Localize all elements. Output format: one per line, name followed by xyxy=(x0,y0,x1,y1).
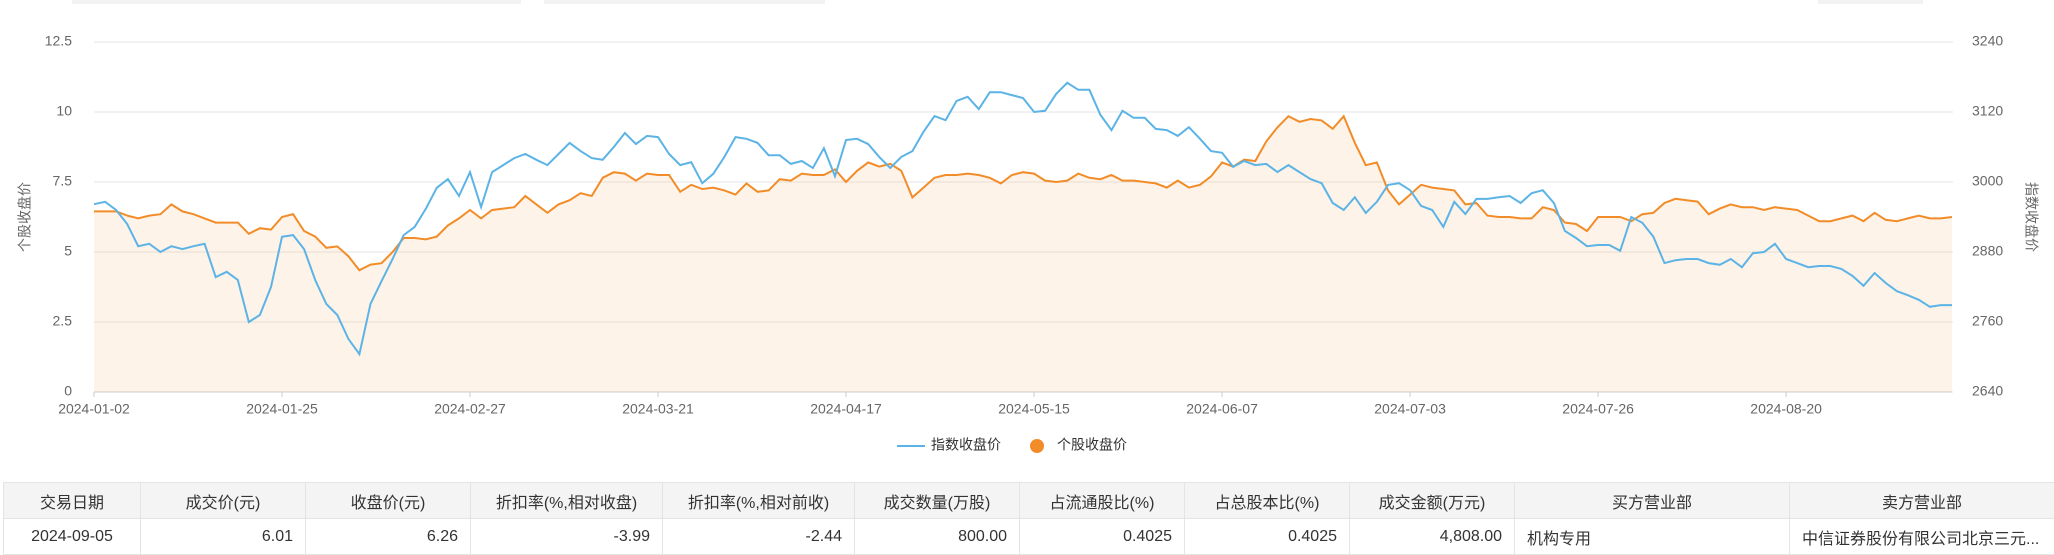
line xyxy=(94,114,1953,272)
column-header: 折扣率(%,相对收盘) xyxy=(470,482,663,519)
column-header: 交易日期 xyxy=(3,482,141,519)
table-cell: -3.99 xyxy=(470,518,663,555)
column-header: 买方营业部 xyxy=(1514,482,1790,519)
y-tick-label: 5 xyxy=(64,243,72,259)
x-tick-label: 2024-01-25 xyxy=(246,401,318,417)
table-cell: 6.01 xyxy=(140,518,306,555)
x-tick-label: 2024-02-27 xyxy=(434,401,506,417)
table-cell: -2.44 xyxy=(662,518,855,555)
y-tick-label: 7.5 xyxy=(53,173,73,189)
tab xyxy=(544,0,825,4)
x-tick-label: 2024-01-02 xyxy=(58,401,130,417)
x-tick-label: 2024-03-21 xyxy=(622,401,694,417)
area xyxy=(94,116,1952,392)
tab xyxy=(72,0,521,4)
header-row: 交易日期 成交价(元) 收盘价(元) 折扣率(%,相对收盘) 折扣率(%,相对前收) 成交… xyxy=(3,482,2054,519)
table-cell: 机构专用 xyxy=(1514,518,1790,555)
table-cell: 0.4025 xyxy=(1019,518,1185,555)
y2-tick-label: 2880 xyxy=(1972,243,2003,259)
y-axis-title: 个股收盘价 xyxy=(17,182,33,252)
legend-label: 个股收盘价 xyxy=(1057,437,1127,453)
column-header: 占流通股比(%) xyxy=(1019,482,1185,519)
column-header: 收盘价(元) xyxy=(305,482,471,519)
x-tick-label: 2024-07-26 xyxy=(1562,401,1634,417)
y-tick-label: 0 xyxy=(64,383,72,399)
y2-tick-label: 3240 xyxy=(1972,33,2003,49)
table-cell: 6.26 xyxy=(305,518,471,555)
table-body: 2024-09-05 6.01 6.26 -3.99 -2.44 800.00 0.4025… xyxy=(3,518,2054,555)
table-cell: 2024-09-05 xyxy=(3,518,141,555)
table-cell: 800.00 xyxy=(854,518,1020,555)
column-header: 卖方营业部 xyxy=(1789,482,2054,519)
x-tick-label: 2024-07-03 xyxy=(1374,401,1446,417)
column-header: 成交数量(万股) xyxy=(854,482,1020,519)
x-tick-label: 2024-08-20 xyxy=(1750,401,1822,417)
y-tick-label: 12.5 xyxy=(45,33,72,49)
line xyxy=(93,81,1952,357)
table-row: 2024-09-05 6.01 6.26 -3.99 -2.44 800.00 0.4025… xyxy=(3,518,2054,555)
legend-item: 个股收盘价 xyxy=(1030,437,1127,453)
tab xyxy=(1818,0,1923,4)
data-table: 交易日期 成交价(元) 收盘价(元) 折扣率(%,相对收盘) 折扣率(%,相对前收) 成交… xyxy=(3,482,2054,555)
column-header: 成交价(元) xyxy=(140,482,306,519)
x-tick-label: 2024-06-07 xyxy=(1186,401,1258,417)
y2-tick-label: 3000 xyxy=(1972,173,2003,189)
x-tick-label: 2024-05-15 xyxy=(998,401,1070,417)
legend-item: 指数收盘价 xyxy=(897,437,1001,453)
y-tick-label: 2.5 xyxy=(53,313,73,329)
column-header: 成交金额(万元) xyxy=(1349,482,1515,519)
y2-tick-label: 2760 xyxy=(1972,313,2003,329)
chart: 个股收盘价 指数收盘价 0 2.5 5 7.5 10 12.5 2640 2760 2880 30… xyxy=(17,0,2039,453)
column-header: 占总股本比(%) xyxy=(1184,482,1350,519)
table-cell: 中信证券股份有限公司北京三元... xyxy=(1789,518,2054,555)
y2-tick-label: 3120 xyxy=(1972,103,2003,119)
y2-tick-label: 2640 xyxy=(1972,383,2003,399)
x-tick-label: 2024-04-17 xyxy=(810,401,882,417)
legend-label: 指数收盘价 xyxy=(931,437,1001,453)
table-cell: 4,808.00 xyxy=(1349,518,1515,555)
y2-axis-title: 指数收盘价 xyxy=(2023,182,2039,252)
column-header: 折扣率(%,相对前收) xyxy=(662,482,855,519)
y-tick-label: 10 xyxy=(56,103,72,119)
table-cell: 0.4025 xyxy=(1184,518,1350,555)
legend-swatch xyxy=(1030,439,1044,453)
